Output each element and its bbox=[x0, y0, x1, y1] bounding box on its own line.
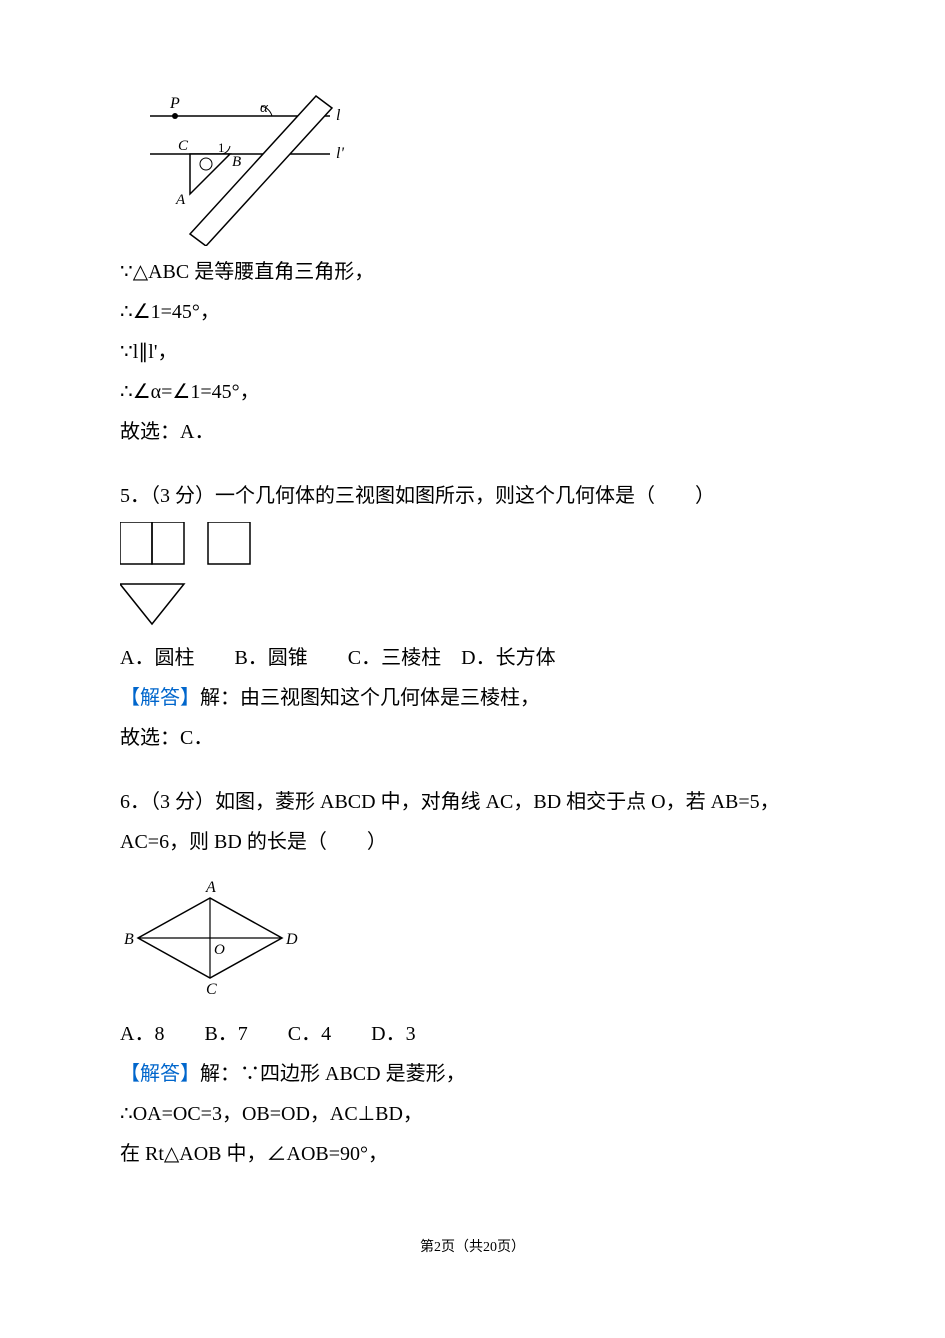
q6-stem: 6．（3 分）如图，菱形 ABCD 中，对角线 AC，BD 相交于点 O，若 A… bbox=[120, 782, 825, 862]
q6-l2: ∴OA=OC=3，OB=OD，AC⊥BD， bbox=[120, 1094, 825, 1134]
q6-l3: 在 Rt△AOB 中，∠AOB=90°， bbox=[120, 1134, 825, 1174]
label-A6: A bbox=[205, 879, 216, 896]
answer-label: 【解答】 bbox=[120, 687, 200, 709]
label-B6: B bbox=[124, 931, 134, 948]
label-lprime: l' bbox=[336, 145, 344, 162]
figure-rhombus-svg: A B C D O bbox=[120, 868, 300, 1008]
figure-three-views bbox=[120, 522, 825, 632]
footer-mid: 页（共 bbox=[441, 1240, 483, 1255]
q5-stem: 5．（3 分）一个几何体的三视图如图所示，则这个几何体是（ ） bbox=[120, 476, 825, 516]
label-O6: O bbox=[214, 942, 225, 958]
footer-suffix: 页） bbox=[497, 1240, 525, 1255]
figure-three-views-svg bbox=[120, 522, 300, 632]
footer-total: 20 bbox=[483, 1240, 497, 1255]
q6-answer: 【解答】解：∵四边形 ABCD 是菱形， bbox=[120, 1054, 825, 1094]
label-C: C bbox=[178, 138, 189, 154]
proof1-l3: ∵l∥l'， bbox=[120, 332, 825, 372]
figure-setsquare-svg: P l l' α C A B 1 bbox=[120, 86, 360, 246]
answer-label-2: 【解答】 bbox=[120, 1063, 200, 1085]
footer-page: 2 bbox=[434, 1240, 441, 1255]
q5-answer: 【解答】解：由三视图知这个几何体是三棱柱， bbox=[120, 678, 825, 718]
proof1-l2: ∴∠1=45°， bbox=[120, 292, 825, 332]
q5-options: A．圆柱 B．圆锥 C．三棱柱 D．长方体 bbox=[120, 638, 825, 678]
q6-answer-text: 解：∵四边形 ABCD 是菱形， bbox=[200, 1063, 466, 1085]
figure-rhombus: A B C D O bbox=[120, 868, 825, 1008]
label-l: l bbox=[336, 107, 341, 124]
proof1-l1: ∵△ABC 是等腰直角三角形， bbox=[120, 252, 825, 292]
label-one: 1 bbox=[218, 140, 225, 155]
label-D6: D bbox=[285, 931, 298, 948]
label-alpha: α bbox=[260, 100, 269, 116]
footer-prefix: 第 bbox=[420, 1240, 434, 1255]
proof1-l5: 故选：A． bbox=[120, 412, 825, 452]
label-A: A bbox=[175, 192, 186, 208]
label-P: P bbox=[169, 95, 180, 112]
page-footer: 第2页（共20页） bbox=[120, 1234, 825, 1262]
q5-choice: 故选：C． bbox=[120, 718, 825, 758]
q6-options: A．8 B．7 C．4 D．3 bbox=[120, 1014, 825, 1054]
figure-setsquare: P l l' α C A B 1 bbox=[120, 86, 825, 246]
proof1-l4: ∴∠α=∠1=45°， bbox=[120, 372, 825, 412]
label-C6: C bbox=[206, 981, 217, 998]
label-B: B bbox=[232, 154, 241, 170]
q5-answer-text: 解：由三视图知这个几何体是三棱柱， bbox=[200, 687, 540, 709]
